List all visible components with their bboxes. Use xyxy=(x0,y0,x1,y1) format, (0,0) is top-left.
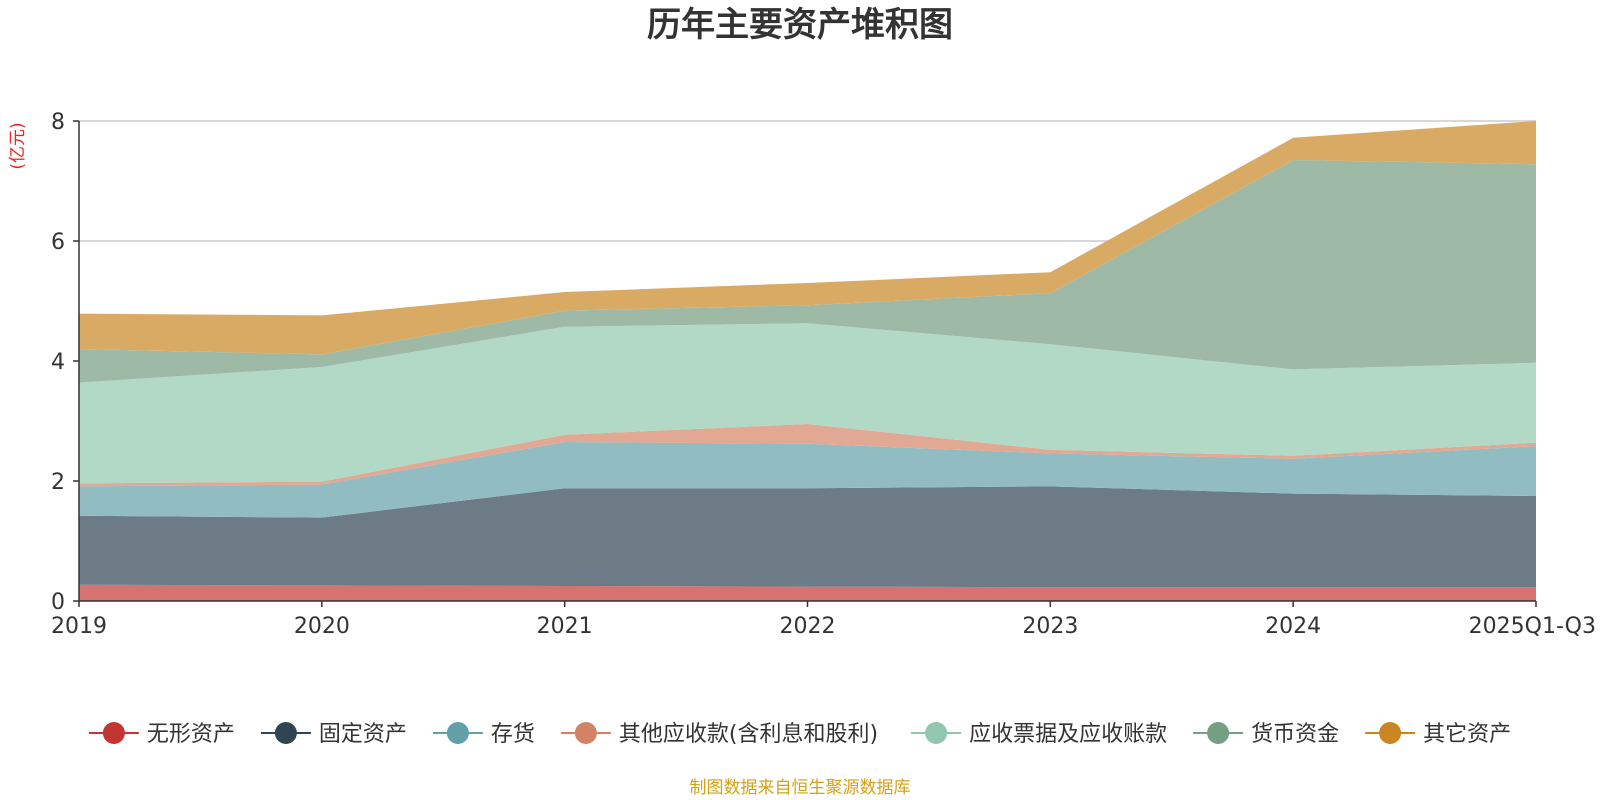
x-tick-label-0: 2019 xyxy=(51,614,107,639)
y-tick-label-8: 8 xyxy=(51,110,65,135)
x-tick-label-1: 2020 xyxy=(294,614,350,639)
x-tick-label-6: 2025Q1-Q3 xyxy=(1469,614,1596,639)
legend-label-6: 其它资产 xyxy=(1423,722,1511,747)
legend-marker-5 xyxy=(1207,722,1230,744)
legend-marker-0 xyxy=(102,722,125,744)
legend-item-5: 货币资金 xyxy=(1193,722,1339,747)
legend-marker-2 xyxy=(446,722,469,744)
chart-title: 历年主要资产堆积图 xyxy=(647,5,953,45)
x-tick-label-3: 2022 xyxy=(780,614,836,639)
legend-label-2: 存货 xyxy=(491,722,535,747)
x-tick-label-5: 2024 xyxy=(1265,614,1321,639)
legend-marker-4 xyxy=(925,722,948,744)
area-series-5 xyxy=(79,160,1536,383)
legend-item-2: 存货 xyxy=(432,722,535,747)
area-series-2 xyxy=(79,442,1536,518)
y-tick-label-2: 2 xyxy=(51,470,65,495)
y-tick-label-0: 0 xyxy=(51,590,65,615)
legend-item-6: 其它资产 xyxy=(1365,722,1511,747)
legend-label-1: 固定资产 xyxy=(319,722,407,747)
legend-label-0: 无形资产 xyxy=(147,722,235,747)
area-series-0 xyxy=(79,584,1536,601)
legend-item-4: 应收票据及应收账款 xyxy=(911,722,1167,747)
y-tick-label-6: 6 xyxy=(51,230,65,255)
source-note: 制图数据来自恒生聚源数据库 xyxy=(690,778,911,798)
legend-label-3: 其他应收款(含利息和股利) xyxy=(619,722,878,747)
legend-item-3: 其他应收款(含利息和股利) xyxy=(560,722,878,747)
area-series-1 xyxy=(79,486,1536,588)
legend-label-5: 货币资金 xyxy=(1251,722,1339,747)
x-tick-label-4: 2023 xyxy=(1022,614,1078,639)
legend-marker-3 xyxy=(574,722,597,744)
area-series-4 xyxy=(79,323,1536,484)
legend-marker-6 xyxy=(1379,722,1402,744)
legend-label-4: 应收票据及应收账款 xyxy=(969,722,1167,747)
area-series-3 xyxy=(79,424,1536,487)
y-tick-label-4: 4 xyxy=(51,350,65,375)
legend-item-1: 固定资产 xyxy=(260,722,407,747)
x-tick-label-2: 2021 xyxy=(537,614,593,639)
legend: 无形资产 固定资产 存货 其他应收款(含利息和股利) 应收票据及应收账款 货币资金 其它资产 xyxy=(88,722,1511,747)
legend-item-0: 无形资产 xyxy=(88,722,235,747)
axes: 0 2 4 6 8 2019 2020 2021 2022 2023 2024 2025Q1-Q3 xyxy=(51,110,1596,639)
y-axis-label: (亿元) xyxy=(8,122,28,169)
area-series-group xyxy=(79,121,1536,601)
legend-marker-1 xyxy=(274,722,297,744)
area-series-6 xyxy=(79,121,1536,355)
